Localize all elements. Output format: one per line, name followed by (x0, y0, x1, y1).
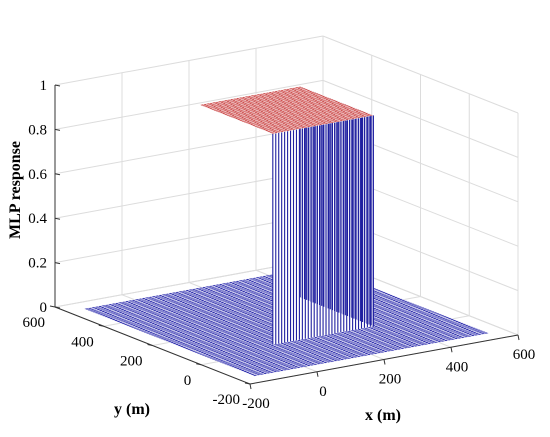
plateau-mesh-line (208, 89, 309, 109)
plateau-mesh-line (234, 99, 335, 119)
plateau-mesh-line (203, 87, 305, 107)
plateau-mesh-line (201, 87, 303, 106)
x-tick (249, 383, 252, 390)
z-axis-label: MLP response (7, 141, 24, 239)
axes (49, 84, 520, 390)
plateau-mesh-line (214, 92, 316, 111)
y-tick-label: 200 (120, 354, 143, 370)
plateau-mesh-line (297, 86, 371, 117)
y-tick-label: -200 (213, 392, 241, 408)
plateau-mesh-line (206, 88, 307, 108)
y-tick (244, 382, 251, 385)
plateau-mesh-line (216, 93, 318, 112)
plateau-mesh-line (258, 93, 333, 124)
plateau-mesh-line (282, 89, 356, 119)
plateau-mesh-line (223, 95, 324, 115)
plateau-mesh-line (300, 86, 374, 116)
z-tick (54, 84, 61, 87)
y-tick (196, 363, 202, 366)
x-tick (316, 371, 319, 377)
y-tick-labels: -200 0 200 400 600 (23, 315, 241, 408)
y-tick (98, 324, 104, 327)
y-tick-label: 600 (23, 315, 46, 331)
plateau-mesh-line (221, 94, 322, 114)
y-tick-label: 400 (71, 334, 94, 350)
z-tick-label: 0.2 (28, 256, 47, 272)
y-tick (147, 344, 153, 346)
plateau-mesh-line (273, 91, 347, 121)
plateau-mesh-line (252, 94, 327, 125)
plateau-mesh-line (267, 92, 341, 122)
z-tick-label: 1 (40, 78, 48, 94)
z-tick (54, 306, 61, 309)
plateau-mesh-line (285, 88, 359, 119)
z-tick (54, 262, 61, 265)
x-tick-label: 400 (446, 359, 469, 375)
surface-walls (272, 86, 374, 345)
plateau-mesh-line (225, 96, 327, 116)
plateau-mesh-line (210, 90, 311, 110)
y-tick (49, 305, 56, 308)
x-tick-label: 600 (513, 347, 536, 363)
z-tick-label: 0.4 (28, 211, 47, 227)
plateau-mesh-line (199, 86, 301, 106)
plateau-mesh-line (294, 87, 368, 117)
z-tick (54, 173, 61, 176)
plateau-mesh-line (236, 100, 337, 120)
plateau-mesh-line (227, 97, 329, 117)
plateau-mesh-line (231, 99, 333, 118)
z-tick-label: 0.8 (28, 122, 47, 138)
z-tick-labels: 0 0.2 0.4 0.6 0.8 1 (28, 78, 47, 316)
plateau-mesh-line (288, 88, 362, 118)
z-tick (54, 128, 61, 131)
z-tick (54, 217, 61, 220)
x-tick (450, 347, 453, 353)
x-tick-labels: -200 0 200 400 600 (242, 347, 535, 412)
z-tick-label: 0 (40, 300, 48, 316)
y-tick-label: 0 (184, 373, 192, 389)
z-tick-label: 0.6 (28, 167, 47, 183)
plateau-mesh-line (291, 87, 365, 118)
surface-plateau-top (199, 86, 374, 134)
y-axis-label: y (m) (114, 401, 150, 418)
plateau-mesh-line (229, 98, 331, 117)
plateau-mesh-line (199, 104, 273, 134)
plateau-mesh-line (276, 90, 350, 120)
plateau-mesh-line (219, 93, 320, 113)
plateau-mesh-line (264, 92, 338, 123)
plateau-mesh-line (270, 91, 344, 121)
plateau-mesh-line (255, 94, 330, 124)
x-tick-label: -200 (242, 396, 270, 412)
plateau-mesh-line (261, 93, 335, 123)
plateau-mesh-line (279, 90, 353, 120)
plateau-mesh-line (272, 115, 374, 134)
x-axis-label: x (m) (365, 407, 401, 424)
x-tick (517, 334, 520, 341)
x-tick-label: 200 (379, 372, 402, 388)
x-tick (383, 359, 386, 365)
plateau-mesh-line (212, 91, 314, 111)
x-tick-label: 0 (319, 384, 327, 400)
